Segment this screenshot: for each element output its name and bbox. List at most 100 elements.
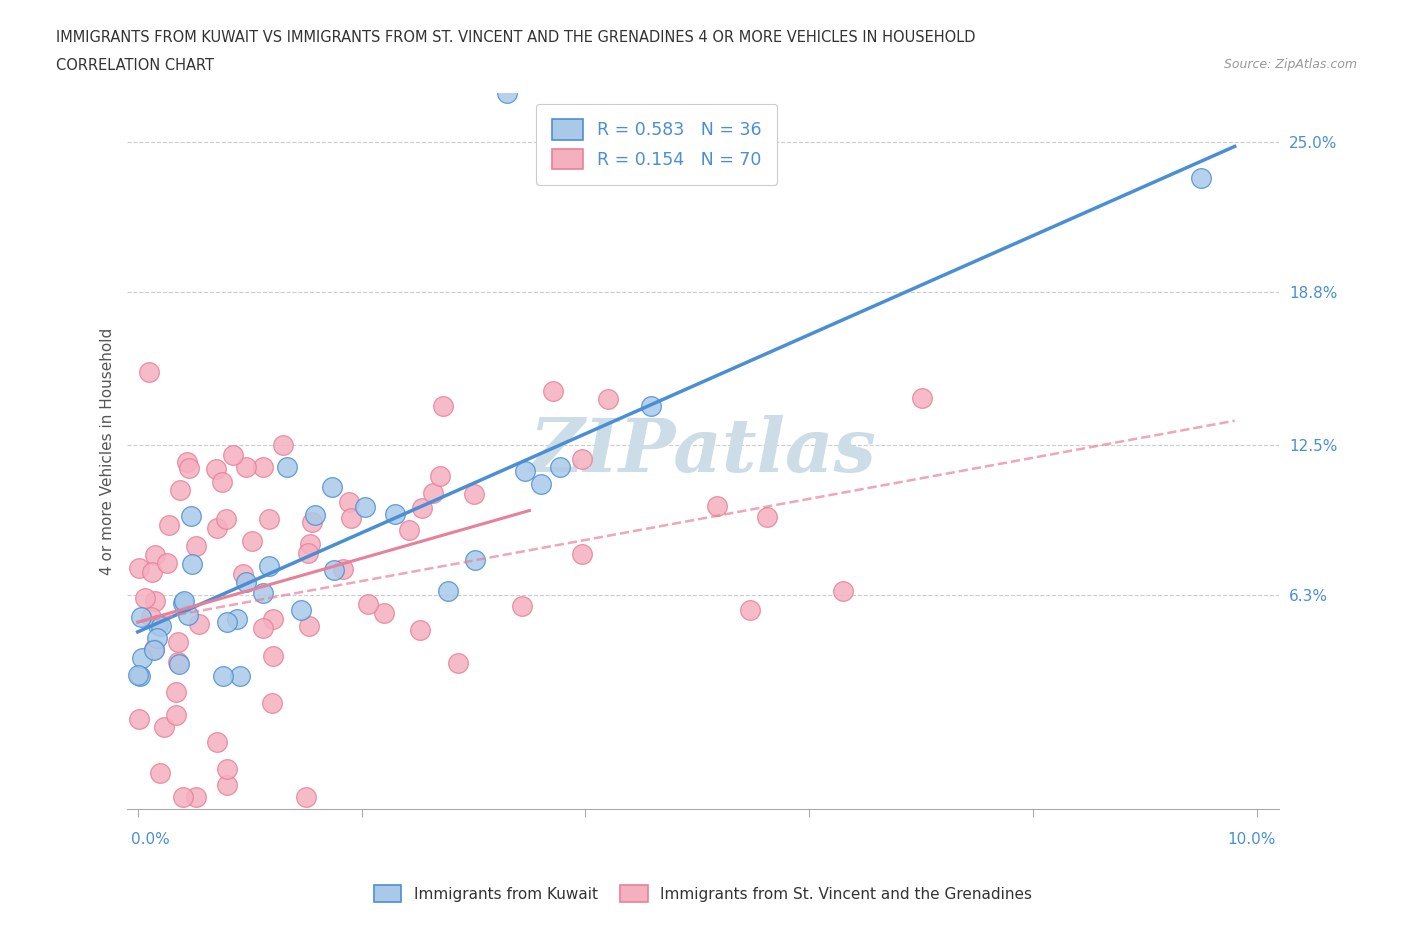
Point: [252, 620, 274, 635]
Point: [166, 634, 188, 649]
Point: [548, 459, 571, 474]
Point: [138, 365, 160, 379]
Legend: Immigrants from Kuwait, Immigrants from St. Vincent and the Grenadines: Immigrants from Kuwait, Immigrants from …: [368, 879, 1038, 909]
Point: [290, 603, 312, 618]
Point: [225, 612, 247, 627]
Point: [398, 523, 420, 538]
Point: [176, 607, 198, 622]
Point: [257, 512, 280, 526]
Point: [298, 537, 321, 551]
Point: [167, 657, 190, 671]
Point: [184, 538, 207, 553]
Point: [262, 649, 284, 664]
Point: [215, 762, 238, 777]
Point: [205, 462, 228, 477]
Point: [332, 562, 354, 577]
Point: [571, 546, 593, 561]
Point: [1189, 170, 1212, 185]
Point: [146, 631, 169, 645]
Point: [150, 618, 173, 633]
Point: [131, 651, 153, 666]
Point: [211, 474, 233, 489]
Point: [143, 594, 166, 609]
Point: [181, 556, 204, 571]
Point: [339, 511, 361, 525]
Point: [165, 708, 187, 723]
Point: [127, 668, 149, 683]
Point: [321, 480, 343, 495]
Point: [232, 566, 254, 581]
Point: [301, 514, 323, 529]
Point: [129, 609, 152, 624]
Point: [756, 510, 779, 525]
Point: [149, 765, 172, 780]
Point: [596, 392, 619, 406]
Point: [143, 643, 166, 658]
Point: [323, 562, 346, 577]
Point: [179, 461, 201, 476]
Point: [252, 586, 274, 601]
Point: [172, 790, 194, 804]
Point: [422, 485, 444, 500]
Point: [215, 512, 238, 526]
Point: [165, 684, 187, 699]
Point: [180, 509, 202, 524]
Point: [496, 86, 519, 100]
Point: [215, 615, 238, 630]
Point: [128, 560, 150, 575]
Point: [176, 455, 198, 470]
Point: [294, 790, 316, 804]
Point: [357, 597, 380, 612]
Point: [298, 618, 321, 633]
Point: [157, 518, 180, 533]
Point: [207, 521, 229, 536]
Point: [222, 447, 245, 462]
Point: [141, 609, 163, 624]
Point: [640, 399, 662, 414]
Point: [911, 391, 934, 405]
Point: [276, 460, 298, 475]
Point: [141, 565, 163, 579]
Point: [143, 642, 166, 657]
Point: [207, 735, 229, 750]
Point: [304, 508, 326, 523]
Point: [262, 612, 284, 627]
Point: [259, 559, 281, 574]
Point: [271, 437, 294, 452]
Text: CORRELATION CHART: CORRELATION CHART: [56, 58, 214, 73]
Legend: R = 0.583   N = 36, R = 0.154   N = 70: R = 0.583 N = 36, R = 0.154 N = 70: [536, 104, 778, 185]
Point: [437, 583, 460, 598]
Point: [464, 552, 486, 567]
Point: [260, 696, 283, 711]
Point: [463, 486, 485, 501]
Point: [740, 603, 762, 618]
Text: 0.0%: 0.0%: [131, 832, 170, 847]
Point: [128, 711, 150, 726]
Point: [429, 469, 451, 484]
Point: [169, 483, 191, 498]
Point: [297, 546, 319, 561]
Point: [166, 655, 188, 670]
Point: [571, 452, 593, 467]
Point: [408, 622, 430, 637]
Point: [832, 583, 855, 598]
Point: [411, 500, 433, 515]
Point: [153, 720, 176, 735]
Point: [541, 383, 564, 398]
Point: [240, 534, 263, 549]
Point: [510, 599, 533, 614]
Point: [156, 555, 179, 570]
Point: [373, 605, 395, 620]
Point: [337, 494, 360, 509]
Point: [447, 655, 470, 670]
Point: [143, 548, 166, 563]
Point: [146, 618, 169, 632]
Point: [229, 668, 252, 683]
Point: [187, 617, 209, 631]
Y-axis label: 4 or more Vehicles in Household: 4 or more Vehicles in Household: [100, 327, 115, 575]
Point: [706, 498, 728, 513]
Text: IMMIGRANTS FROM KUWAIT VS IMMIGRANTS FROM ST. VINCENT AND THE GRENADINES 4 OR MO: IMMIGRANTS FROM KUWAIT VS IMMIGRANTS FRO…: [56, 30, 976, 45]
Point: [432, 399, 454, 414]
Point: [212, 668, 235, 683]
Point: [235, 575, 257, 590]
